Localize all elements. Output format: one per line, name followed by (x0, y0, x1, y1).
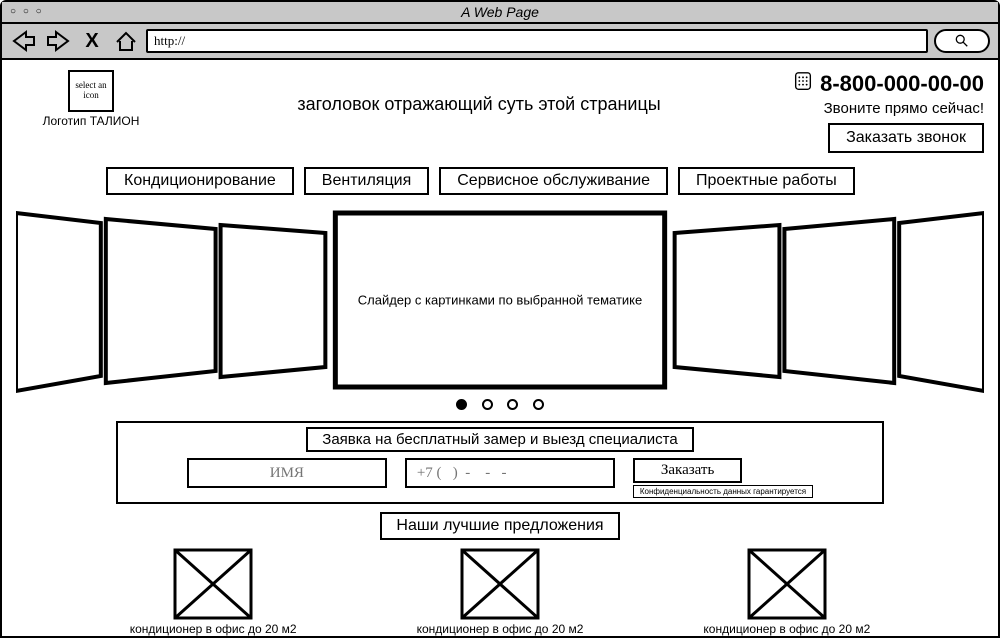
page-heading: заголовок отражающий суть этой страницы (178, 70, 780, 115)
logo-icon-placeholder: select an icon (68, 70, 114, 112)
offer-caption: кондиционер в офис до 20 м2 (130, 622, 297, 636)
main-nav: Кондиционирование Вентиляция Сервисное о… (106, 167, 984, 195)
browser-title-bar: ○ ○ ○ A Web Page (2, 2, 998, 24)
offers-row: кондиционер в офис до 20 м2 кондиционер … (16, 548, 984, 636)
back-icon[interactable] (10, 28, 38, 54)
slider-dot[interactable] (456, 399, 467, 410)
slider-dot[interactable] (533, 399, 544, 410)
offer-item[interactable]: кондиционер в офис до 20 м2 (703, 548, 870, 636)
nav-item-projects[interactable]: Проектные работы (678, 167, 855, 195)
offer-image-placeholder (747, 548, 827, 620)
offer-caption: кондиционер в офис до 20 м2 (703, 622, 870, 636)
offer-caption: кондиционер в офис до 20 м2 (417, 622, 584, 636)
request-form: Заявка на бесплатный замер и выезд специ… (116, 421, 884, 504)
home-icon[interactable] (112, 28, 140, 54)
window-controls: ○ ○ ○ (10, 6, 44, 17)
call-now-text: Звоните прямо сейчас! (792, 100, 984, 117)
offer-image-placeholder (173, 548, 253, 620)
logo-block: select an icon Логотип ТАЛИОН (16, 70, 166, 128)
logo-caption: Логотип ТАЛИОН (16, 114, 166, 128)
nav-item-service[interactable]: Сервисное обслуживание (439, 167, 668, 195)
slider-caption: Слайдер с картинками по выбранной темати… (340, 293, 660, 308)
phone-input[interactable] (405, 458, 615, 488)
phone-number: 8-800-000-00-00 (820, 71, 984, 97)
search-box[interactable] (934, 29, 990, 53)
slider-dot[interactable] (482, 399, 493, 410)
browser-toolbar: X (2, 24, 998, 60)
offer-image-placeholder (460, 548, 540, 620)
request-form-title: Заявка на бесплатный замер и выезд специ… (306, 427, 693, 452)
image-slider[interactable]: Слайдер с картинками по выбранной темати… (16, 201, 984, 399)
nav-item-ventilation[interactable]: Вентиляция (304, 167, 429, 195)
slider-dot[interactable] (507, 399, 518, 410)
order-call-button[interactable]: Заказать звонок (828, 123, 984, 153)
offers-heading: Наши лучшие предложения (380, 512, 619, 540)
offer-item[interactable]: кондиционер в офис до 20 м2 (417, 548, 584, 636)
stop-icon[interactable]: X (78, 28, 106, 54)
offer-item[interactable]: кондиционер в офис до 20 м2 (130, 548, 297, 636)
privacy-note: Конфиденциальность данных гарантируется (633, 485, 813, 498)
url-input[interactable] (146, 29, 928, 53)
submit-button[interactable]: Заказать (633, 458, 742, 483)
page-title: A Web Page (461, 4, 539, 20)
slider-dots[interactable] (16, 397, 984, 415)
phone-icon (792, 70, 814, 98)
name-input[interactable] (187, 458, 387, 488)
forward-icon[interactable] (44, 28, 72, 54)
nav-item-conditioning[interactable]: Кондиционирование (106, 167, 294, 195)
